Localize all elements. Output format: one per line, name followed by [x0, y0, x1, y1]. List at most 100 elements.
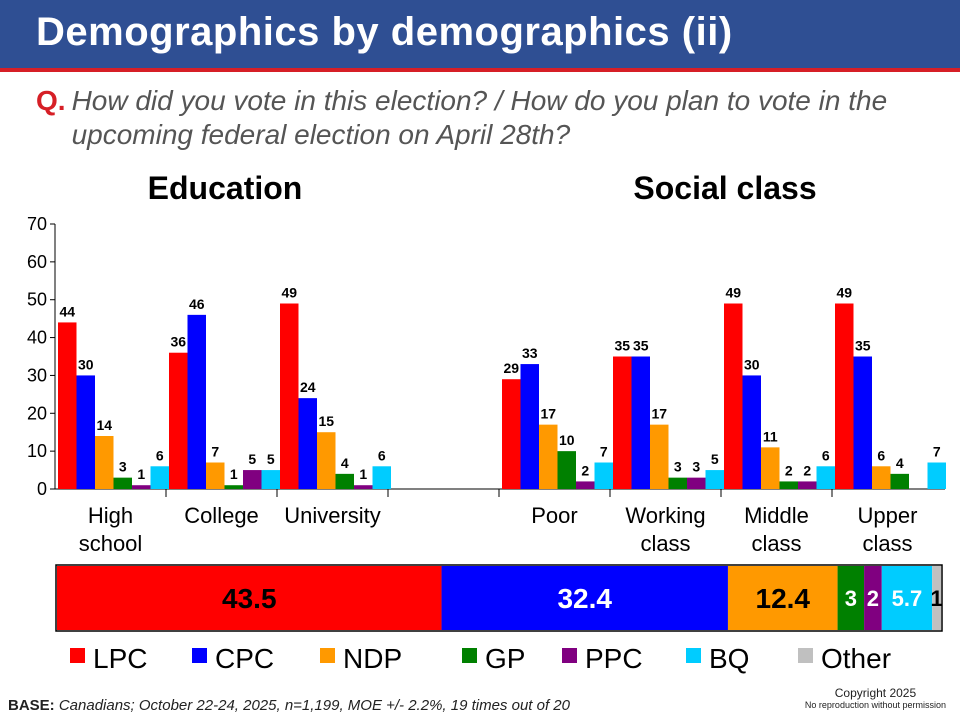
stacked-segment-gp [837, 566, 865, 630]
stacked-segment-lpc [57, 566, 442, 630]
bar-value-label: 2 [581, 462, 589, 478]
bar-lpc [724, 303, 743, 489]
category-label: University [284, 503, 381, 528]
base-label: BASE: [8, 697, 55, 714]
bar-lpc [280, 303, 299, 489]
legend-swatch-lpc [70, 648, 85, 663]
legend-swatch-ppc [562, 648, 577, 663]
y-tick-label: 30 [27, 365, 47, 385]
bar-ndp [317, 432, 336, 489]
legend-label: NDP [343, 643, 402, 674]
stacked-segment-label: 3 [845, 586, 857, 611]
y-tick-label: 0 [37, 479, 47, 499]
legend-swatch-ndp [320, 648, 335, 663]
bar-ppc [354, 485, 373, 489]
no-reproduction-text: No reproduction without permission [804, 700, 946, 710]
bar-value-label: 14 [96, 417, 112, 433]
bar-gp [224, 485, 243, 489]
bar-lpc [169, 352, 188, 489]
legend-label: GP [485, 643, 525, 674]
bar-bq [705, 470, 724, 489]
title-bar: Demographics by demographics (ii) [0, 0, 960, 72]
bar-lpc [58, 322, 77, 489]
bar-bq [150, 466, 169, 489]
category-label: Upper [858, 503, 918, 528]
bar-cpc [298, 398, 317, 489]
bar-cpc [520, 364, 539, 489]
stacked-segment-other [932, 566, 941, 630]
page-title: Demographics by demographics (ii) [36, 10, 733, 54]
bar-value-label: 35 [633, 338, 649, 354]
legend-label: Other [821, 643, 891, 674]
category-label: Working [625, 503, 705, 528]
bar-value-label: 6 [156, 447, 164, 463]
bar-ppc [576, 481, 595, 489]
bar-value-label: 4 [896, 455, 904, 471]
bar-value-label: 49 [281, 285, 297, 301]
bar-ppc [798, 481, 817, 489]
bar-ndp [539, 424, 558, 489]
bar-value-label: 36 [170, 334, 186, 350]
bar-value-label: 5 [711, 451, 719, 467]
bar-gp [890, 473, 909, 489]
stacked-segment-label: 43.5 [222, 583, 277, 614]
stacked-bar-frame [55, 564, 943, 632]
bar-value-label: 3 [674, 459, 682, 475]
footer-base: BASE: Canadians; October 22-24, 2025, n=… [8, 697, 570, 714]
bar-lpc [835, 303, 854, 489]
bar-value-label: 7 [211, 444, 219, 460]
stacked-segment-label: 12.4 [756, 583, 811, 614]
bar-ndp [206, 462, 225, 489]
stacked-segment-bq [881, 566, 933, 630]
bar-value-label: 6 [877, 447, 885, 463]
category-label: class [751, 531, 801, 556]
bar-value-label: 2 [785, 462, 793, 478]
category-label: Poor [531, 503, 577, 528]
bar-value-label: 3 [119, 459, 127, 475]
bar-cpc [853, 356, 872, 489]
stacked-segment-label: 1 [930, 586, 942, 611]
bar-ppc [243, 470, 262, 489]
copyright: Copyright 2025 No reproduction without p… [805, 686, 946, 710]
bar-ndp [95, 436, 114, 489]
category-label: class [862, 531, 912, 556]
bar-bq [372, 466, 391, 489]
bar-value-label: 29 [503, 360, 519, 376]
bar-bq [261, 470, 280, 489]
bar-value-label: 1 [137, 466, 145, 482]
bar-value-label: 30 [78, 356, 94, 372]
bar-value-label: 1 [359, 466, 367, 482]
bar-value-label: 17 [540, 406, 556, 422]
social-class-title: Social class [633, 170, 817, 206]
category-label: Middle [744, 503, 809, 528]
bar-value-label: 7 [600, 444, 608, 460]
bar-value-label: 15 [318, 413, 334, 429]
legend-label: CPC [215, 643, 274, 674]
bar-bq [927, 462, 946, 489]
bar-value-label: 1 [230, 466, 238, 482]
bar-value-label: 30 [744, 356, 760, 372]
bar-ppc [687, 477, 706, 489]
bar-gp [335, 473, 354, 489]
bar-value-label: 35 [855, 338, 871, 354]
legend-swatch-gp [462, 648, 477, 663]
y-tick-label: 20 [27, 403, 47, 423]
bar-value-label: 10 [559, 432, 575, 448]
bar-ndp [872, 466, 891, 489]
education-title: Education [147, 170, 303, 206]
bar-value-label: 33 [522, 345, 538, 361]
bar-value-label: 46 [189, 296, 205, 312]
bar-ppc [132, 485, 151, 489]
stacked-segment-label: 5.7 [892, 586, 923, 611]
bar-bq [594, 462, 613, 489]
bar-value-label: 2 [803, 462, 811, 478]
bar-gp [779, 481, 798, 489]
question: Q. How did you vote in this election? / H… [36, 84, 946, 152]
legend-swatch-bq [686, 648, 701, 663]
copyright-text: Copyright 2025 [834, 686, 917, 700]
bar-value-label: 49 [836, 285, 852, 301]
bar-value-label: 17 [651, 406, 667, 422]
stacked-segment-label: 2 [867, 586, 879, 611]
bar-value-label: 3 [692, 459, 700, 475]
